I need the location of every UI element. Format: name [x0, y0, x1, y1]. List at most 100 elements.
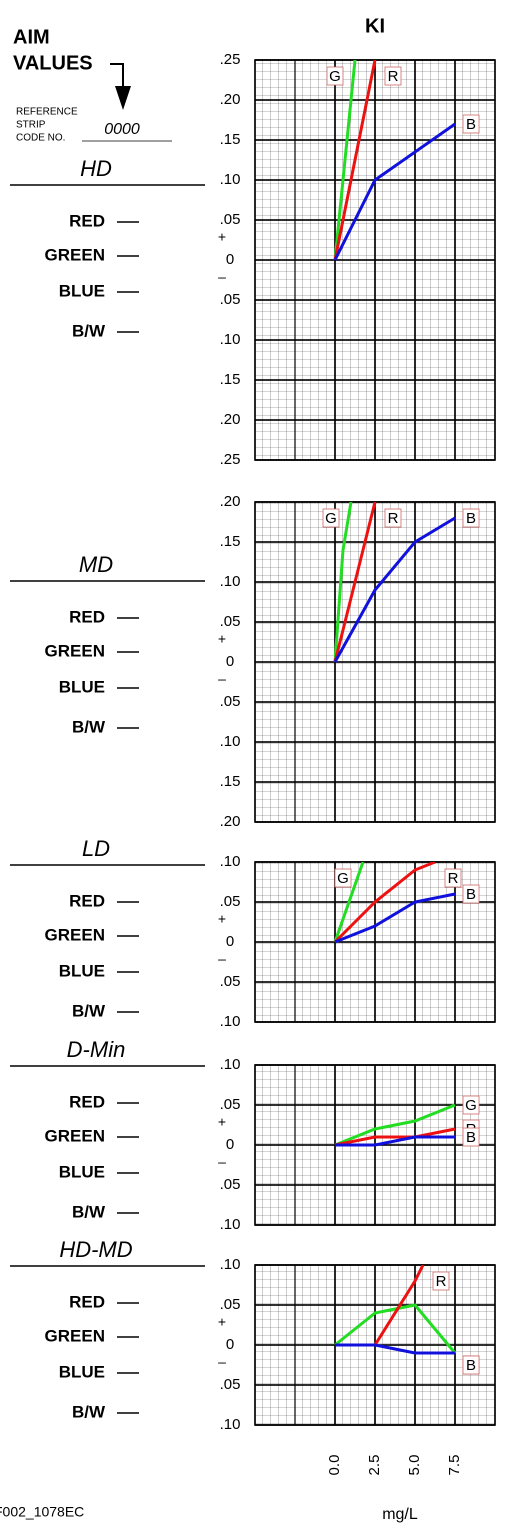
- y-tick-label: .10: [220, 1216, 241, 1233]
- y-tick-label: .10: [220, 331, 241, 348]
- legend-box: [384, 66, 402, 86]
- series-line: [335, 1343, 455, 1355]
- plot-frame: [254, 1064, 496, 1226]
- y-tick-label: .10: [220, 1256, 241, 1273]
- legend-label: R: [436, 1273, 447, 1290]
- legend-box: [462, 508, 480, 528]
- x-tick-label: 0.0: [326, 1455, 343, 1476]
- y-tick-label: .05: [220, 893, 241, 910]
- plus-sign: +: [218, 1314, 226, 1330]
- y-tick-label: .10: [220, 1416, 241, 1433]
- y-tick-label: .20: [220, 91, 241, 108]
- y-tick-label: .15: [220, 773, 241, 790]
- plus-sign: +: [218, 1114, 226, 1130]
- series-line: [333, 122, 456, 261]
- y-tick-label: .10: [220, 1013, 241, 1030]
- row-label: RED: [69, 211, 105, 230]
- legend-label: G: [337, 870, 349, 887]
- legend-label: B: [466, 1357, 476, 1374]
- row-label: BLUE: [59, 281, 105, 300]
- legend-label: R: [388, 68, 399, 85]
- series-line: [333, 60, 357, 261]
- section-title: D-Min: [67, 1037, 126, 1062]
- y-tick-label: .05: [220, 211, 241, 228]
- legend-box: [462, 1355, 480, 1375]
- y-tick-label: .25: [220, 451, 241, 468]
- y-tick-label: .05: [220, 613, 241, 630]
- row-label: GREEN: [45, 641, 105, 660]
- y-tick-label: .10: [220, 573, 241, 590]
- ref-label: REFERENCE: [16, 107, 78, 118]
- row-label: B/W: [72, 321, 106, 340]
- legend-label: G: [325, 510, 337, 527]
- title: KI: [365, 15, 385, 37]
- row-label: BLUE: [59, 961, 105, 980]
- row-label: B/W: [72, 1402, 106, 1421]
- y-tick-label: .25: [220, 51, 241, 68]
- row-label: B/W: [72, 1202, 106, 1221]
- series-line: [333, 502, 353, 663]
- x-tick-label: 2.5: [366, 1455, 383, 1476]
- section-title: LD: [82, 836, 110, 861]
- series-line: [333, 502, 377, 663]
- minus-sign: –: [218, 951, 226, 967]
- code-no: 0000: [104, 121, 140, 138]
- plus-sign: +: [218, 229, 226, 245]
- x-axis-label: mg/L: [382, 1506, 418, 1523]
- x-tick-label: 7.5: [446, 1455, 463, 1476]
- section-title: MD: [79, 552, 113, 577]
- legend-box: [322, 508, 340, 528]
- y-tick-label: 0: [226, 1136, 234, 1153]
- legend-box: [384, 508, 402, 528]
- series-line: [333, 60, 377, 261]
- y-tick-label: .15: [220, 131, 241, 148]
- y-tick-label: .10: [220, 171, 241, 188]
- row-label: GREEN: [45, 1326, 105, 1345]
- y-tick-label: .10: [220, 1056, 241, 1073]
- arrow-head: [115, 86, 131, 110]
- y-tick-label: .05: [220, 693, 241, 710]
- legend-label: B: [466, 116, 476, 133]
- row-label: BLUE: [59, 677, 105, 696]
- minus-sign: –: [218, 1154, 226, 1170]
- legend-box: [334, 868, 352, 888]
- row-label: RED: [69, 1292, 105, 1311]
- legend-box: [432, 1271, 450, 1291]
- minus-sign: –: [218, 269, 226, 285]
- y-tick-label: 0: [226, 653, 234, 670]
- row-label: B/W: [72, 717, 106, 736]
- series-line: [333, 862, 365, 943]
- legend-box: [462, 884, 480, 904]
- minus-sign: –: [218, 1354, 226, 1370]
- minus-sign: –: [218, 671, 226, 687]
- y-tick-label: .20: [220, 411, 241, 428]
- legend-label: G: [329, 68, 341, 85]
- y-tick-label: .05: [220, 1296, 241, 1313]
- legend-box: [462, 1127, 480, 1147]
- legend-label: B: [466, 1129, 476, 1146]
- aim-label: AIM: [13, 26, 50, 48]
- legend-box: [462, 1095, 480, 1115]
- plot-frame: [254, 861, 496, 1023]
- y-tick-label: .05: [220, 1376, 241, 1393]
- y-tick-label: .05: [220, 1176, 241, 1193]
- ref-label: STRIP: [16, 120, 46, 131]
- y-tick-label: .05: [220, 973, 241, 990]
- row-label: GREEN: [45, 1126, 105, 1145]
- legend-label: B: [466, 886, 476, 903]
- row-label: BLUE: [59, 1162, 105, 1181]
- row-label: BLUE: [59, 1362, 105, 1381]
- legend-label: B: [466, 510, 476, 527]
- series-line: [334, 1103, 456, 1147]
- figure-id: F002_1078EC: [0, 1504, 84, 1520]
- y-tick-label: .20: [220, 493, 241, 510]
- y-tick-label: .05: [220, 291, 241, 308]
- row-label: B/W: [72, 1001, 106, 1020]
- y-tick-label: .05: [220, 1096, 241, 1113]
- series-line: [334, 892, 456, 944]
- series-line: [333, 516, 456, 663]
- y-tick-label: 0: [226, 933, 234, 950]
- legend-box: [462, 114, 480, 134]
- legend-box: [326, 66, 344, 86]
